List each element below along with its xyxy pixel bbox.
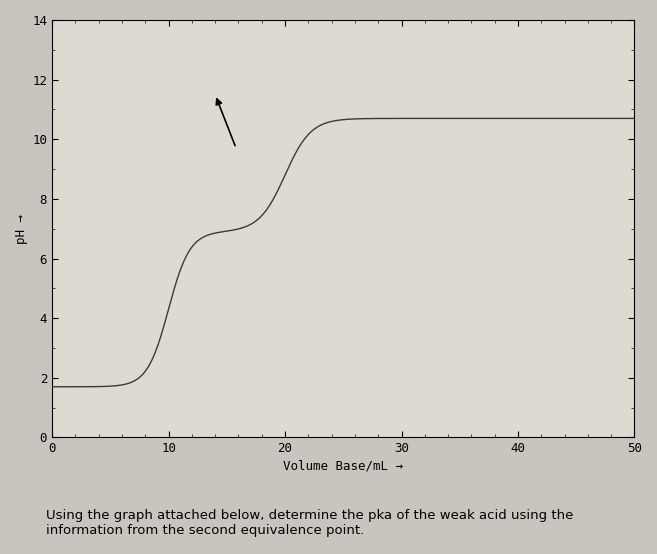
X-axis label: Volume Base/mL →: Volume Base/mL →	[283, 459, 403, 473]
Text: Using the graph attached below, determine the pka of the weak acid using the
inf: Using the graph attached below, determin…	[46, 509, 574, 537]
Y-axis label: pH →: pH →	[15, 214, 28, 244]
